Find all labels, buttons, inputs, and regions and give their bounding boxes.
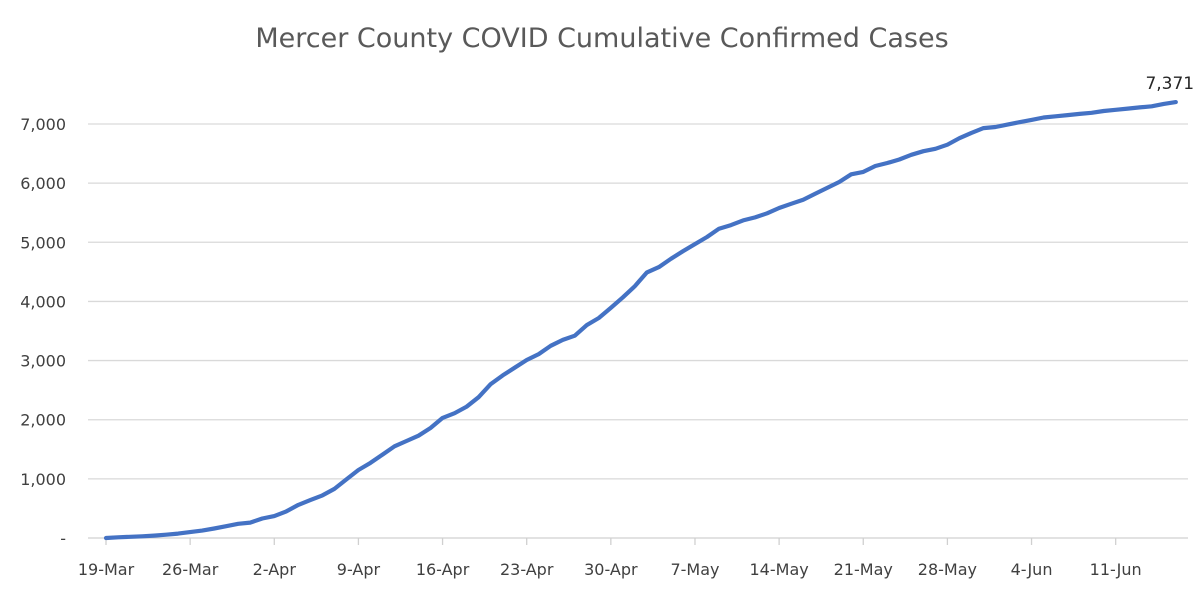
x-tick-label: 4-Jun bbox=[1011, 560, 1053, 579]
x-tick-label: 28-May bbox=[918, 560, 977, 579]
y-tick-label: 1,000 bbox=[20, 470, 66, 489]
data-label-last: 7,371 bbox=[1145, 74, 1194, 94]
x-tick-label: 30-Apr bbox=[584, 560, 638, 579]
gridlines bbox=[88, 123, 1188, 539]
x-tick-label: 7-May bbox=[670, 560, 719, 579]
x-tick-label: 14-May bbox=[750, 560, 809, 579]
series-line-cumulative-cases bbox=[103, 99, 1178, 541]
chart-title: Mercer County COVID Cumulative Confirmed… bbox=[255, 23, 948, 54]
y-tick-label: 4,000 bbox=[20, 292, 66, 311]
y-axis-tick-labels: - 1,000 2,000 3,000 4,000 5,000 6,000 7,000 bbox=[20, 115, 66, 548]
y-tick-label: 2,000 bbox=[20, 411, 66, 430]
x-tick-label: 19-Mar bbox=[78, 560, 135, 579]
y-tick-label: 7,000 bbox=[20, 115, 66, 134]
x-tick-label: 21-May bbox=[834, 560, 893, 579]
y-tick-label: - bbox=[60, 529, 66, 548]
x-tick-label: 9-Apr bbox=[337, 560, 381, 579]
x-tick-label: 11-Jun bbox=[1090, 560, 1142, 579]
x-tick-label: 23-Apr bbox=[500, 560, 554, 579]
y-tick-label: 3,000 bbox=[20, 352, 66, 371]
y-tick-label: 6,000 bbox=[20, 174, 66, 193]
y-tick-label: 5,000 bbox=[20, 233, 66, 252]
x-axis-tick-labels: 19-Mar 26-Mar 2-Apr 9-Apr 16-Apr 23-Apr 30-Apr… bbox=[78, 538, 1142, 579]
series-layer bbox=[103, 99, 1178, 541]
x-tick-label: 16-Apr bbox=[416, 560, 470, 579]
x-tick-label: 2-Apr bbox=[253, 560, 297, 579]
x-tick-label: 26-Mar bbox=[162, 560, 219, 579]
